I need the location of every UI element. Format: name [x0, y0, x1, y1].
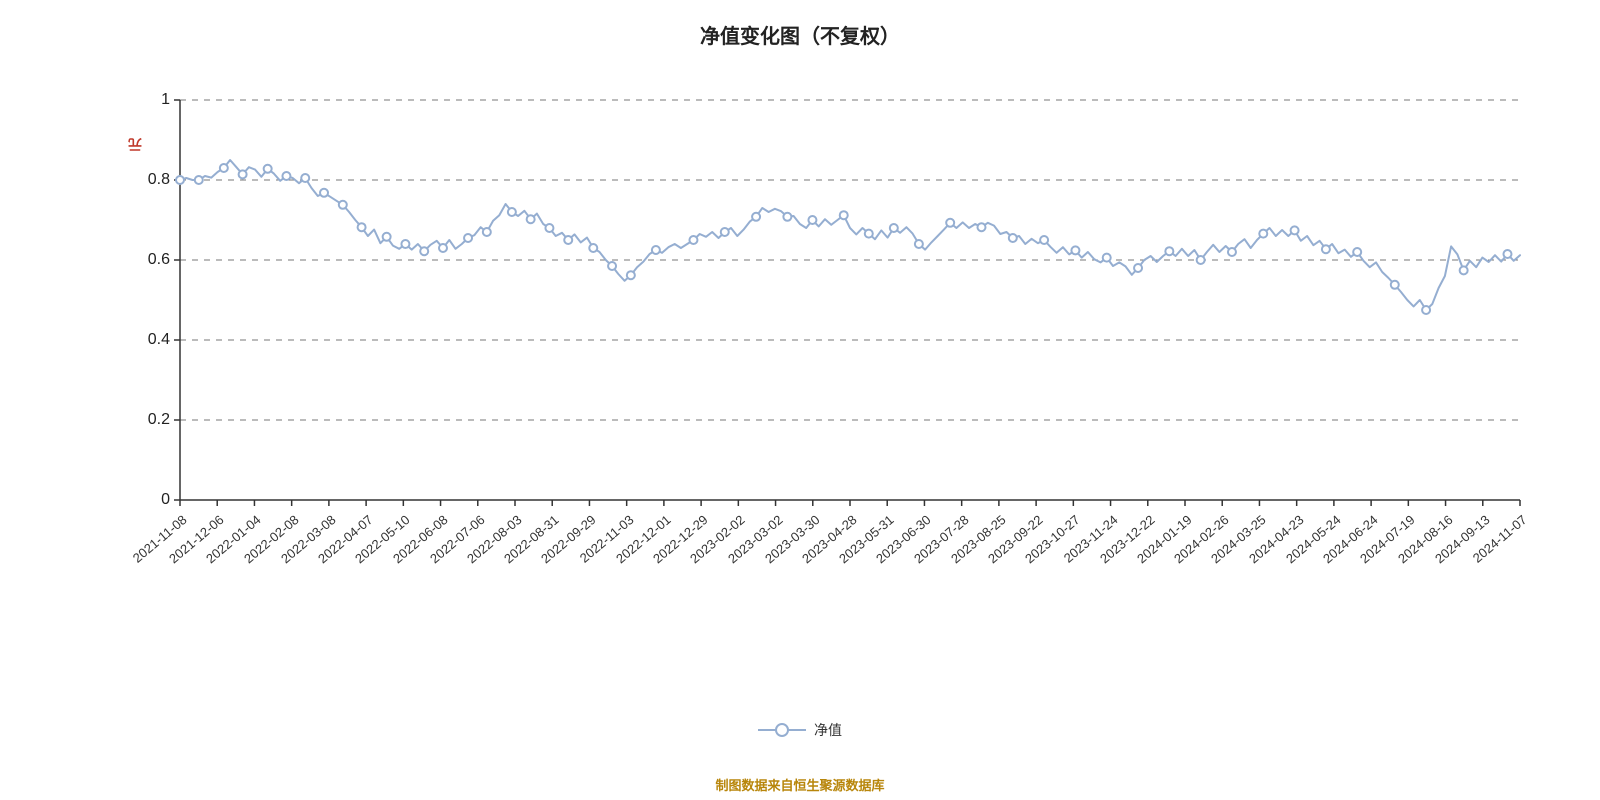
chart-container: 净值变化图（不复权） 元 00.20.40.60.81 2021-11-0820… — [0, 0, 1600, 800]
y-tick-label: 0.4 — [110, 331, 170, 349]
legend-dot-icon — [775, 723, 789, 737]
y-tick-label: 0 — [110, 491, 170, 509]
chart-svg — [0, 0, 1600, 800]
chart-legend: 净值 — [0, 720, 1600, 740]
chart-footer: 制图数据来自恒生聚源数据库 — [0, 775, 1600, 794]
y-tick-label: 0.2 — [110, 411, 170, 429]
y-tick-label: 0.8 — [110, 171, 170, 189]
legend-marker — [758, 723, 806, 737]
y-tick-label: 1 — [110, 91, 170, 109]
legend-label: 净值 — [814, 720, 842, 740]
y-tick-label: 0.6 — [110, 251, 170, 269]
